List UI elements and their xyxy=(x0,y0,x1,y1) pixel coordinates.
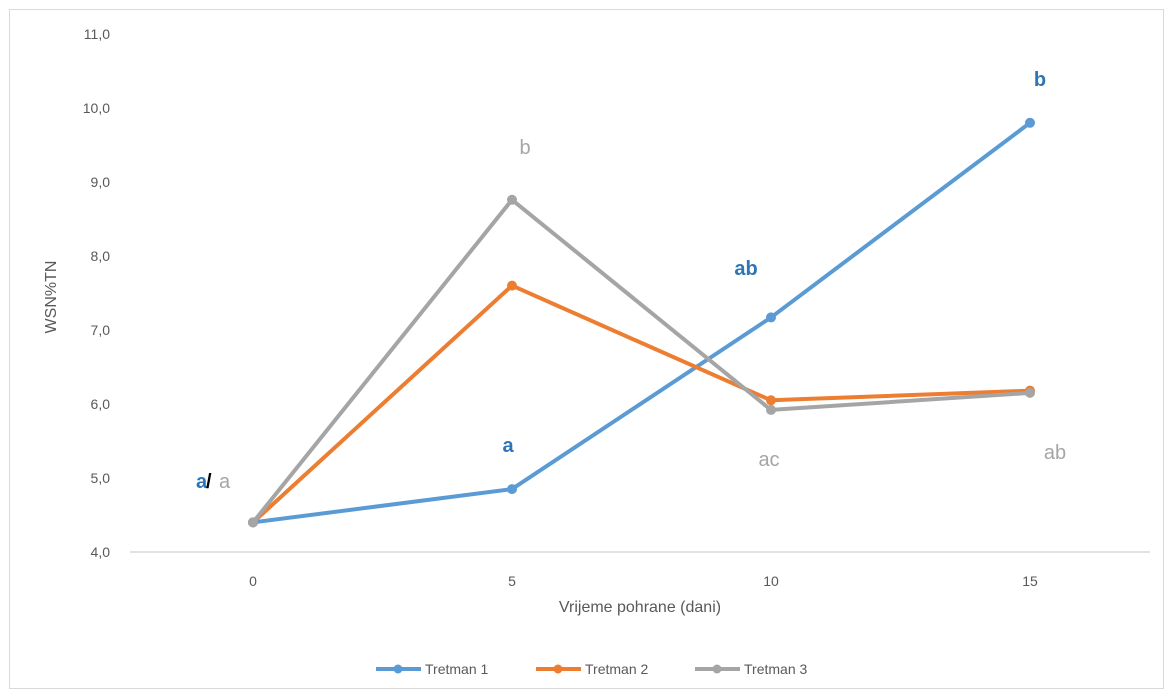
x-tick-label: 15 xyxy=(1022,573,1038,589)
data-point xyxy=(507,194,517,205)
x-tick-label: 10 xyxy=(763,573,779,589)
series-3 xyxy=(248,194,1035,528)
legend: Tretman 1 Tretman 2 Tretman 3 xyxy=(376,661,807,677)
data-point xyxy=(248,517,258,528)
series-layer xyxy=(248,117,1035,528)
legend-swatch-marker xyxy=(553,664,563,674)
x-axis-ticks: 0 5 10 15 xyxy=(249,573,1038,589)
y-tick-label: 7,0 xyxy=(91,322,111,338)
y-tick-label: 10,0 xyxy=(83,100,110,116)
y-tick-label: 8,0 xyxy=(91,248,111,264)
significance-label: ab xyxy=(1044,442,1066,464)
legend-swatch-marker xyxy=(712,664,722,674)
significance-label: a xyxy=(196,471,208,493)
series-2 xyxy=(248,280,1035,528)
series-line xyxy=(251,120,1032,525)
x-axis-title: Vrijeme pohrane (dani) xyxy=(559,599,721,616)
y-tick-label: 11,0 xyxy=(84,26,110,42)
legend-label: Tretman 3 xyxy=(744,661,807,677)
data-point xyxy=(507,280,517,291)
y-tick-label: 9,0 xyxy=(91,174,111,190)
significance-label: b xyxy=(1034,69,1046,91)
data-point xyxy=(1025,117,1035,128)
data-point xyxy=(766,312,776,323)
data-point xyxy=(1025,387,1035,398)
significance-label: b xyxy=(519,137,530,159)
y-tick-label: 4,0 xyxy=(91,544,111,560)
y-axis-ticks: 4,0 5,0 6,0 7,0 8,0 9,0 10,0 11,0 xyxy=(83,26,110,560)
chart-frame xyxy=(9,9,1164,689)
series-1 xyxy=(248,117,1035,528)
x-tick-label: 0 xyxy=(249,573,257,589)
series-line xyxy=(251,197,1032,525)
significance-label: a xyxy=(219,471,231,493)
legend-label: Tretman 1 xyxy=(425,661,488,677)
legend-item: Tretman 1 xyxy=(376,661,488,677)
legend-label: Tretman 2 xyxy=(585,661,648,677)
data-point xyxy=(507,484,517,495)
legend-item: Tretman 3 xyxy=(695,661,807,677)
y-tick-label: 5,0 xyxy=(91,470,111,486)
legend-swatch-marker xyxy=(393,664,403,674)
data-point xyxy=(766,404,776,415)
y-tick-label: 6,0 xyxy=(91,396,111,412)
series-line xyxy=(251,283,1032,525)
significance-label: ab xyxy=(734,258,757,280)
x-tick-label: 5 xyxy=(508,573,516,589)
y-axis-title: WSN%TN xyxy=(43,261,60,334)
significance-label: a xyxy=(502,435,514,457)
significance-label: / xyxy=(206,471,212,493)
data-point xyxy=(766,395,776,406)
legend-item: Tretman 2 xyxy=(536,661,648,677)
significance-label: ac xyxy=(758,449,779,471)
